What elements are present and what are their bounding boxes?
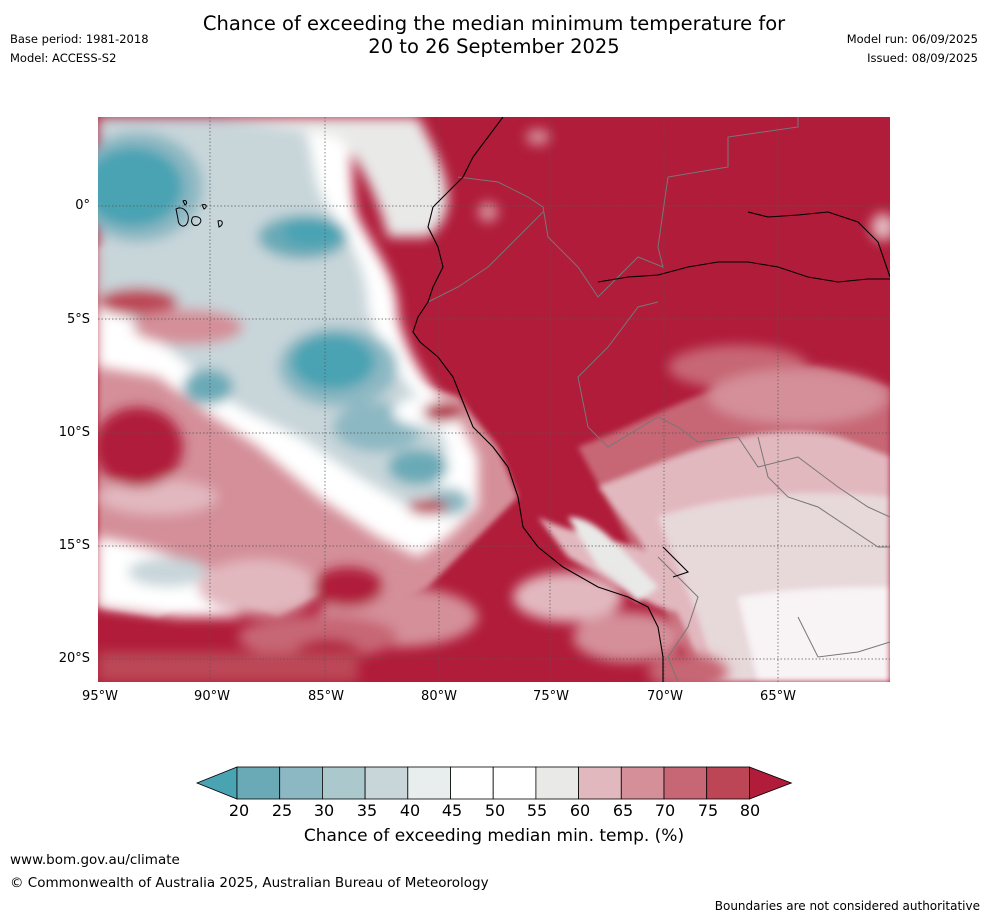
lon-label-95w: 95°W: [82, 689, 118, 704]
colorbar-tick-40: 40: [399, 801, 421, 820]
map-title: Chance of exceeding the median minimum t…: [0, 12, 988, 58]
colorbar-tick-70: 70: [654, 801, 676, 820]
lon-label-75w: 75°W: [533, 689, 569, 704]
colorbar-extend-high: [749, 766, 793, 800]
galapagos-islands: [175, 200, 223, 228]
lat-label-20s: 20°S: [58, 651, 90, 666]
title-line-1: Chance of exceeding the median minimum t…: [202, 12, 786, 35]
colorbar-cell: [492, 766, 537, 800]
lon-label-85w: 85°W: [308, 689, 344, 704]
graticule: [98, 117, 890, 682]
colorbar-cell: [364, 766, 409, 800]
colorbar-tick-60: 60: [569, 801, 591, 820]
lon-label-90w: 90°W: [194, 689, 230, 704]
probability-map: [98, 117, 890, 682]
colorbar-cell: [620, 766, 665, 800]
website-link[interactable]: www.bom.gov.au/climate: [10, 852, 180, 868]
colorbar-cell: [236, 766, 281, 800]
colorbar-tick-35: 35: [356, 801, 378, 820]
colorbar-tick-65: 65: [612, 801, 634, 820]
colorbar-cell: [663, 766, 708, 800]
colorbar-cell: [407, 766, 451, 800]
lat-label-0: 0°: [75, 198, 90, 213]
base-period-text: Base period: 1981-2018: [10, 32, 149, 46]
colorbar-tick-30: 30: [313, 801, 335, 820]
lat-label-10s: 10°S: [58, 425, 90, 440]
lon-label-65w: 65°W: [760, 689, 796, 704]
colorbar-cell: [706, 766, 750, 800]
colorbar: [195, 766, 793, 800]
copyright-text: © Commonwealth of Australia 2025, Austra…: [10, 875, 489, 891]
colorbar-cell: [279, 766, 323, 800]
model-run-text: Model run: 06/09/2025: [846, 32, 978, 46]
colorbar-cell: [322, 766, 366, 800]
colorbar-cell: [578, 766, 622, 800]
model-text: Model: ACCESS-S2: [10, 51, 117, 65]
colorbar-label: Chance of exceeding median min. temp. (%…: [303, 826, 685, 846]
colorbar-tick-75: 75: [697, 801, 719, 820]
disclaimer-text: Boundaries are not considered authoritat…: [714, 899, 980, 913]
map-svg: [98, 117, 890, 682]
colorbar-tick-50: 50: [484, 801, 506, 820]
colorbar-cell: [535, 766, 579, 800]
lat-label-5s: 5°S: [66, 312, 90, 327]
lat-label-15s: 15°S: [58, 538, 90, 553]
colorbar-tick-80: 80: [739, 801, 761, 820]
colorbar-extend-low: [195, 766, 238, 800]
colorbar-tick-25: 25: [271, 801, 293, 820]
country-borders: [427, 117, 890, 682]
colorbar-cell: [450, 766, 494, 800]
coastline: [412, 117, 890, 682]
colorbar-tick-20: 20: [228, 801, 250, 820]
colorbar-tick-55: 55: [526, 801, 548, 820]
colorbar-tick-45: 45: [441, 801, 463, 820]
title-line-2: 20 to 26 September 2025: [368, 35, 620, 58]
lon-label-80w: 80°W: [421, 689, 457, 704]
lon-label-70w: 70°W: [647, 689, 683, 704]
issued-text: Issued: 08/09/2025: [867, 51, 978, 65]
